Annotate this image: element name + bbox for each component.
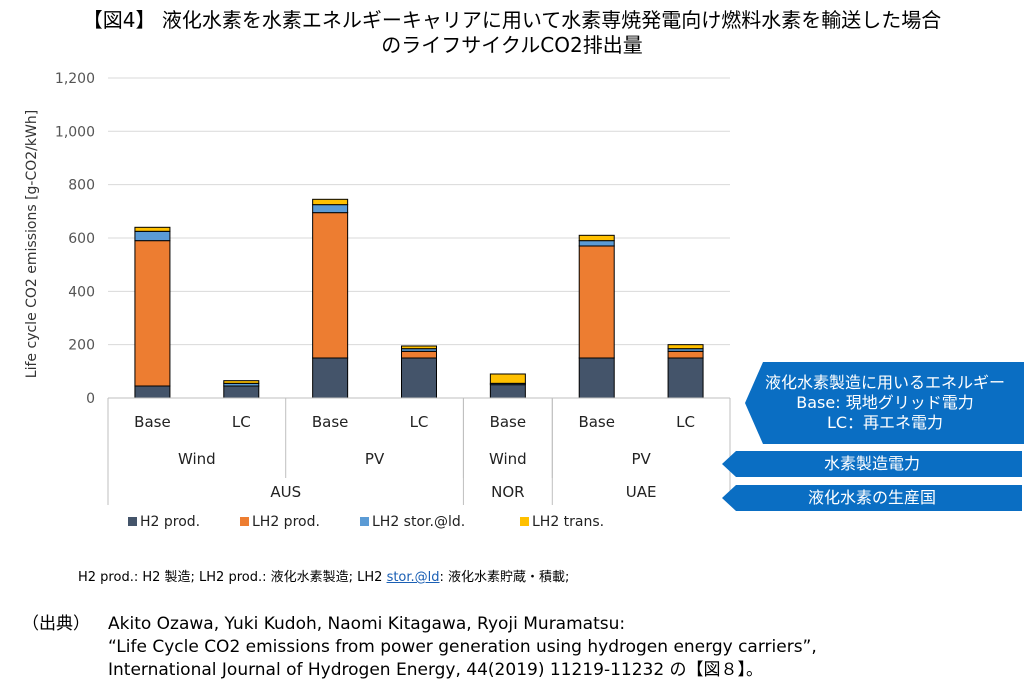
x-category-label: Base <box>490 413 527 431</box>
bar-segment <box>312 198 349 206</box>
x-category-label: Base <box>312 413 349 431</box>
x-group-label: PV <box>365 450 385 468</box>
bar-segment <box>134 240 171 387</box>
bar-segment <box>578 240 615 247</box>
bar-segment <box>134 226 171 232</box>
callout-energy-line2: Base: 現地グリッド電力 <box>796 393 974 412</box>
y-tick-label: 1,000 <box>55 124 95 140</box>
chart-subtitle: のライフサイクルCO2排出量 <box>381 33 643 57</box>
bar-segment <box>578 245 615 359</box>
bar-segment <box>489 384 526 399</box>
bar-segment <box>312 357 349 399</box>
y-tick-label: 600 <box>68 231 95 247</box>
bar-segment <box>667 350 704 359</box>
note-text-2: : 液化水素貯蔵・積載; <box>439 570 570 585</box>
bar-segment <box>578 234 615 242</box>
legend-label: LH2 trans. <box>532 514 604 530</box>
y-tick-label: 200 <box>68 338 95 354</box>
legend-swatch <box>128 517 137 526</box>
stacked-bar-chart: 0 200 400 600 800 1,000 1,200 Base LC Base LC Base… <box>24 71 731 530</box>
callout-country: 液化水素の生産国 <box>722 485 1022 511</box>
x-group-label: Wind <box>489 450 527 468</box>
y-tick-label: 1,200 <box>55 71 95 87</box>
bar-segment <box>489 373 526 384</box>
bar-segment <box>134 230 171 242</box>
bar-segment <box>401 350 437 359</box>
chart-title: 【図4】 液化水素を水素エネルギーキャリアに用いて水素専焼発電向け燃料水素を輸送… <box>82 8 942 32</box>
callout-power-label: 水素製造電力 <box>823 454 920 473</box>
x-category-label: Base <box>134 413 171 431</box>
bar-segment <box>578 357 615 399</box>
x-category-label: LC <box>232 413 251 431</box>
source-label: （出典） <box>22 614 90 634</box>
source-title: “Life Cycle CO2 emissions from power gen… <box>108 637 817 657</box>
bar-segment <box>667 357 704 399</box>
legend-swatch <box>360 517 369 526</box>
bar-segment <box>134 385 171 399</box>
legend-swatch <box>240 517 249 526</box>
note-text-1: H2 prod.: H2 製造; LH2 prod.: 液化水素製造; LH2 <box>78 570 387 585</box>
note-link[interactable]: stor.@ld <box>386 570 440 585</box>
bar-segment <box>312 212 349 359</box>
x-category-label: LC <box>410 413 429 431</box>
bar-segment <box>401 357 437 399</box>
x-country-label: NOR <box>491 483 524 501</box>
callout-energy-line1: 液化水素製造に用いるエネルギー <box>764 373 1005 392</box>
callout-energy-source: 液化水素製造に用いるエネルギー Base: 現地グリッド電力 LC：再エネ電力 <box>745 362 1024 444</box>
x-country-label: UAE <box>626 483 657 501</box>
legend-label: LH2 stor.@ld. <box>372 514 465 530</box>
x-category-label: Base <box>578 413 615 431</box>
legend-swatch <box>520 517 529 526</box>
callout-energy-line3: LC：再エネ電力 <box>826 413 944 432</box>
source-journal: International Journal of Hydrogen Energy… <box>108 660 764 680</box>
y-tick-label: 800 <box>68 178 95 194</box>
bar-segment <box>223 385 260 399</box>
bar-segment <box>312 204 349 214</box>
x-group-label: PV <box>631 450 651 468</box>
legend-label: H2 prod. <box>140 514 200 530</box>
bar-segment <box>223 380 260 384</box>
x-group-label: Wind <box>178 450 216 468</box>
x-category-label: LC <box>676 413 695 431</box>
bar-segment <box>401 345 437 350</box>
y-tick-label: 400 <box>68 284 95 300</box>
abbreviation-note: H2 prod.: H2 製造; LH2 prod.: 液化水素製造; LH2 … <box>78 566 569 585</box>
callout-country-label: 液化水素の生産国 <box>807 488 936 507</box>
x-country-label: AUS <box>270 483 301 501</box>
y-axis-label: Life cycle CO2 emissions [g-CO2/kWh] <box>24 110 40 378</box>
y-tick-label: 0 <box>86 391 95 407</box>
source-authors: Akito Ozawa, Yuki Kudoh, Naomi Kitagawa,… <box>108 614 626 634</box>
bar-segment <box>667 344 704 350</box>
callout-power: 水素製造電力 <box>722 451 1022 477</box>
legend-label: LH2 prod. <box>252 514 320 530</box>
